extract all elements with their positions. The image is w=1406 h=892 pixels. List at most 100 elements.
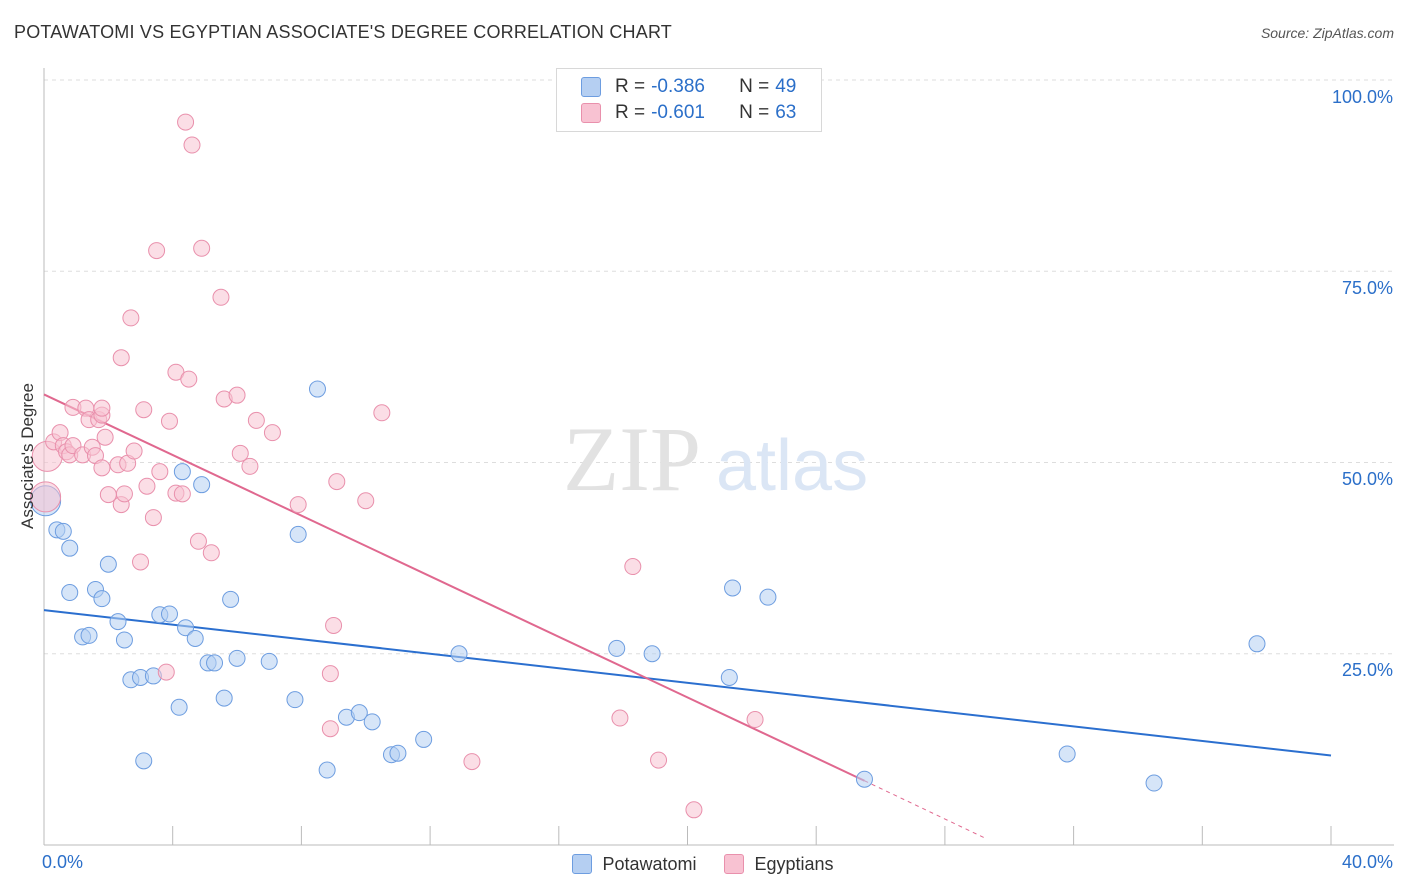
point-egyptians: [96, 428, 114, 446]
legend-n-value: 49: [775, 76, 797, 97]
legend-swatch-pink: [581, 103, 601, 123]
point-egyptians: [624, 558, 642, 576]
legend-item-egyptians[interactable]: Egyptians: [724, 853, 834, 875]
point-potawatomi: [135, 752, 153, 770]
series-legend: Potawatomi Egyptians: [0, 851, 1406, 877]
point-egyptians: [115, 485, 133, 503]
grid-lines: [44, 79, 1394, 655]
point-egyptians: [321, 665, 339, 683]
source-label: Source: ZipAtlas.com: [1260, 25, 1394, 41]
point-potawatomi: [93, 590, 111, 608]
point-egyptians: [746, 711, 764, 729]
legend-item-potawatomi[interactable]: Potawatomi: [572, 854, 696, 875]
point-egyptians: [173, 485, 191, 503]
point-potawatomi: [115, 631, 133, 649]
y-tick-label-50: 50.0%: [1341, 469, 1393, 489]
legend-row-egyptians: R = -0.601 N = 63: [581, 100, 796, 126]
point-egyptians: [685, 801, 703, 819]
point-potawatomi: [54, 522, 72, 540]
point-potawatomi: [643, 645, 661, 663]
point-potawatomi: [450, 645, 468, 663]
point-egyptians: [122, 309, 140, 327]
data-points: [30, 113, 1266, 819]
point-potawatomi: [228, 649, 246, 667]
point-potawatomi: [1248, 635, 1266, 653]
point-egyptians: [611, 709, 629, 727]
point-potawatomi: [109, 613, 127, 631]
trend-line-extension: [864, 780, 987, 840]
legend-label-potawatomi: Potawatomi: [602, 853, 697, 874]
x-tick-label-max: 40.0%: [1341, 852, 1393, 872]
point-egyptians: [231, 444, 249, 462]
trend-line-egyptians: [43, 393, 865, 782]
trend-lines: [43, 393, 1332, 840]
legend-swatch-blue: [572, 854, 593, 874]
point-potawatomi: [215, 689, 233, 707]
point-egyptians: [328, 473, 346, 491]
legend-swatch-blue: [581, 77, 601, 97]
point-egyptians: [125, 442, 143, 460]
point-egyptians: [212, 288, 230, 306]
legend-r-value: -0.601: [651, 102, 705, 123]
point-egyptians: [157, 663, 175, 681]
y-tick-label-100: 100.0%: [1331, 87, 1393, 107]
point-potawatomi: [160, 605, 178, 623]
point-potawatomi: [389, 744, 407, 762]
legend-label-egyptians: Egyptians: [754, 853, 834, 874]
point-egyptians: [357, 492, 375, 510]
point-egyptians: [247, 411, 265, 429]
point-potawatomi: [99, 555, 117, 573]
point-egyptians: [93, 459, 111, 477]
point-potawatomi: [318, 761, 336, 779]
point-potawatomi: [61, 584, 79, 602]
point-potawatomi: [170, 698, 188, 716]
point-egyptians: [650, 751, 668, 769]
point-egyptians: [151, 463, 169, 481]
point-potawatomi: [724, 579, 742, 597]
point-egyptians: [463, 753, 481, 771]
point-egyptians: [241, 457, 259, 475]
legend-n-label: N =: [739, 76, 770, 97]
axes: [43, 68, 1394, 846]
point-egyptians: [180, 370, 198, 388]
point-potawatomi: [193, 476, 211, 494]
y-tick-label-25: 25.0%: [1341, 660, 1393, 680]
legend-n-value: 63: [775, 102, 797, 123]
point-potawatomi: [173, 463, 191, 481]
watermark-atlas: atlas: [716, 426, 868, 506]
point-egyptians: [373, 404, 391, 422]
point-egyptians: [138, 477, 156, 495]
point-potawatomi: [80, 626, 98, 644]
point-egyptians: [177, 113, 195, 131]
point-egyptians: [132, 553, 150, 571]
watermark-zip: ZIP: [563, 408, 701, 510]
point-egyptians: [325, 616, 343, 634]
point-egyptians: [144, 509, 162, 527]
point-potawatomi: [855, 770, 873, 788]
stats-legend: R = -0.386 N = 49 R = -0.601 N = 63: [556, 68, 822, 132]
point-potawatomi: [363, 713, 381, 731]
point-potawatomi: [61, 539, 79, 557]
legend-n-label: N =: [739, 102, 770, 123]
point-potawatomi: [260, 652, 278, 670]
point-potawatomi: [177, 619, 195, 637]
legend-row-potawatomi: R = -0.386 N = 49: [581, 74, 796, 100]
point-potawatomi: [1145, 774, 1163, 792]
point-potawatomi: [308, 380, 326, 398]
legend-swatch-pink: [724, 854, 745, 874]
point-potawatomi: [206, 654, 224, 672]
point-egyptians: [183, 136, 201, 154]
point-potawatomi: [1058, 745, 1076, 763]
point-egyptians: [263, 424, 281, 442]
point-potawatomi: [720, 668, 738, 686]
point-egyptians: [202, 544, 220, 562]
point-egyptians: [112, 349, 130, 367]
point-egyptians: [135, 401, 153, 419]
y-tick-label-75: 75.0%: [1341, 278, 1393, 298]
point-egyptians: [30, 481, 62, 513]
y-axis-label: Associate's Degree: [18, 383, 37, 529]
legend-r-label: R =: [615, 76, 646, 97]
point-egyptians: [228, 386, 246, 404]
point-potawatomi: [222, 590, 240, 608]
